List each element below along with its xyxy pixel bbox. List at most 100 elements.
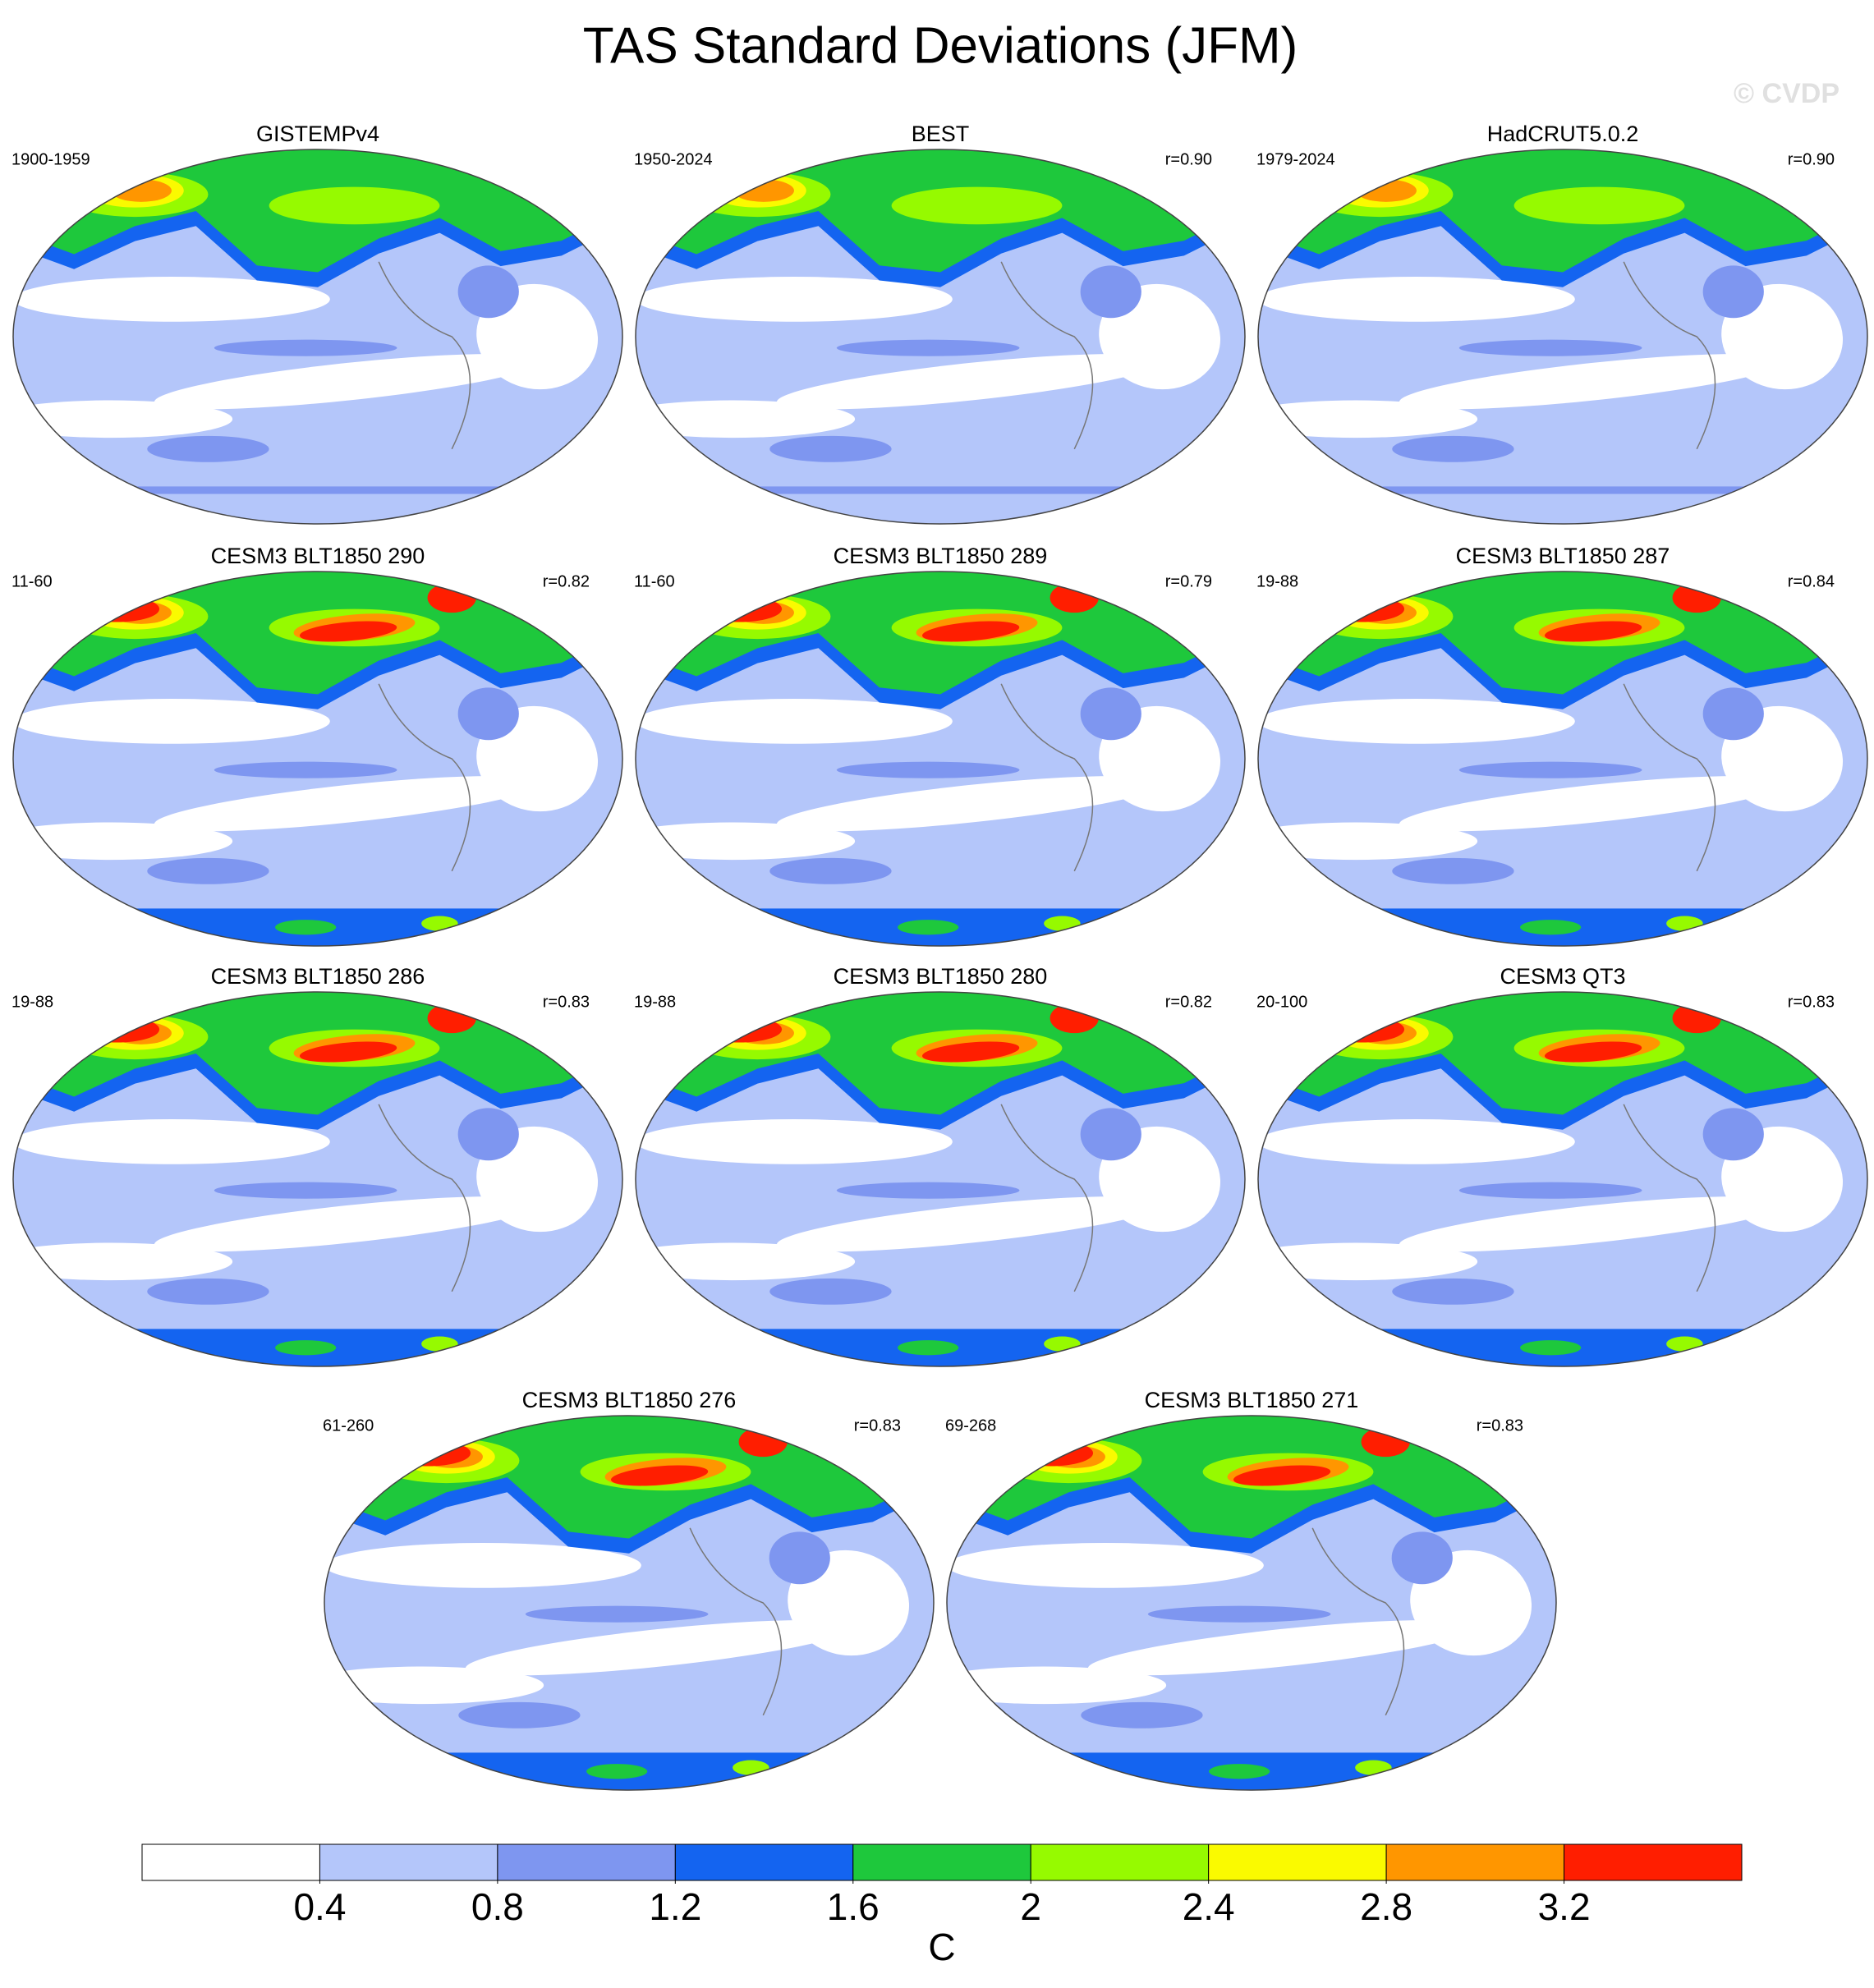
hot-spot	[610, 1465, 709, 1486]
map-outline	[635, 149, 1246, 525]
hot-spot	[733, 179, 794, 202]
moderate-band	[836, 1182, 1020, 1199]
correlation-label: r=0.79	[1165, 572, 1212, 590]
map-field	[947, 1416, 1556, 1790]
map-field	[636, 149, 1245, 524]
map-panel: CESM3 BLT1850 289 11-60 r=0.79	[634, 544, 1246, 947]
low-variance-band	[636, 822, 856, 861]
low-variance-band	[1258, 822, 1478, 861]
moderate-patch	[458, 1701, 581, 1729]
coastline	[378, 261, 471, 450]
moderate-patch	[1392, 435, 1514, 462]
colorbar-box	[319, 1843, 498, 1881]
moderate-patch	[147, 857, 269, 884]
coastline	[378, 683, 471, 872]
low-variance-band	[324, 1666, 544, 1705]
low-variance-band	[776, 776, 1165, 832]
low-variance-band	[776, 354, 1165, 410]
moderate-patch	[769, 1531, 830, 1585]
low-variance-band	[636, 699, 953, 744]
correlation-label: r=0.82	[1165, 993, 1212, 1011]
panel-title: CESM3 BLT1850 271	[1145, 1388, 1359, 1412]
moderate-patch	[1702, 265, 1764, 319]
period-label: 20-100	[1256, 993, 1307, 1011]
map-panel: CESM3 BLT1850 287 19-88 r=0.84	[1256, 544, 1868, 947]
hot-spot	[1513, 186, 1685, 225]
low-variance-band	[1258, 699, 1575, 744]
panel-title: CESM3 BLT1850 289	[834, 544, 1048, 568]
polar-spot	[421, 1336, 458, 1352]
hot-spot	[1050, 1003, 1099, 1034]
correlation-label: r=0.82	[543, 572, 590, 590]
colorbar-box	[1208, 1843, 1387, 1881]
map-panel: CESM3 QT3 20-100 r=0.83	[1256, 964, 1868, 1367]
colorbar-box	[674, 1843, 854, 1881]
coastline	[689, 1527, 783, 1716]
map-field	[324, 1416, 934, 1790]
low-variance-band	[1399, 776, 1788, 832]
polar-spot	[1209, 1764, 1270, 1779]
coastline	[378, 1104, 471, 1292]
correlation-label: r=0.83	[854, 1416, 901, 1435]
period-label: 19-88	[11, 993, 53, 1011]
map-field	[13, 149, 622, 524]
colorbar-tick-label: 1.2	[649, 1885, 701, 1928]
low-variance-band	[1087, 1620, 1477, 1676]
low-variance-band	[1258, 277, 1575, 322]
moderate-band	[525, 1605, 709, 1623]
map-field	[1258, 572, 1867, 946]
low-variance-band	[465, 1620, 854, 1676]
map-panel: CESM3 BLT1850 280 19-88 r=0.82	[634, 964, 1246, 1367]
colorbar-box	[1564, 1843, 1743, 1881]
panel-title: CESM3 BLT1850 287	[1456, 544, 1670, 568]
correlation-label: r=0.84	[1788, 572, 1835, 590]
map-panel: CESM3 BLT1850 276 61-260 r=0.83	[323, 1388, 935, 1791]
map-field	[636, 992, 1245, 1366]
map-panel: CESM3 BLT1850 290 11-60 r=0.82	[11, 544, 623, 947]
colorbar-box	[497, 1843, 676, 1881]
low-variance-band	[1399, 354, 1788, 410]
polar-spot	[275, 920, 337, 935]
moderate-patch	[1391, 1531, 1453, 1585]
panel-title: CESM3 BLT1850 290	[211, 544, 425, 568]
period-label: 19-88	[1256, 572, 1298, 590]
map-outline	[946, 1415, 1557, 1791]
polar-spot	[275, 1340, 337, 1356]
polar-zone	[13, 494, 622, 524]
map-outline	[1257, 571, 1868, 947]
correlation-label: r=0.90	[1165, 150, 1212, 168]
map-outline	[635, 571, 1246, 947]
low-variance-band	[636, 1242, 856, 1281]
low-variance-band	[13, 277, 330, 322]
low-variance-band	[776, 1196, 1165, 1252]
moderate-band	[1147, 1605, 1331, 1623]
polar-spot	[1520, 920, 1582, 935]
hot-spot	[738, 1426, 788, 1458]
moderate-patch	[769, 1278, 892, 1305]
low-variance-band	[636, 277, 953, 322]
moderate-band	[1458, 1182, 1642, 1199]
period-label: 69-268	[945, 1416, 996, 1435]
polar-spot	[1520, 1340, 1582, 1356]
panel-title: BEST	[912, 122, 970, 146]
period-label: 1900-1959	[11, 150, 90, 168]
map-outline	[12, 571, 623, 947]
low-variance-band	[1258, 400, 1478, 438]
colorbar-tick-label: 3.2	[1538, 1885, 1591, 1928]
polar-spot	[421, 916, 458, 931]
map-field	[636, 572, 1245, 946]
moderate-patch	[457, 1108, 519, 1161]
map-field	[13, 992, 622, 1366]
moderate-band	[214, 339, 397, 356]
panel-title: GISTEMPv4	[256, 122, 379, 146]
moderate-patch	[1392, 1278, 1514, 1305]
low-variance-band	[947, 1666, 1167, 1705]
hot-spot	[1544, 621, 1642, 642]
polar-zone	[636, 494, 1245, 524]
hot-spot	[299, 1041, 397, 1063]
moderate-patch	[769, 857, 892, 884]
period-label: 11-60	[11, 572, 53, 590]
moderate-patch	[147, 1278, 269, 1305]
hot-spot	[1361, 1426, 1410, 1458]
